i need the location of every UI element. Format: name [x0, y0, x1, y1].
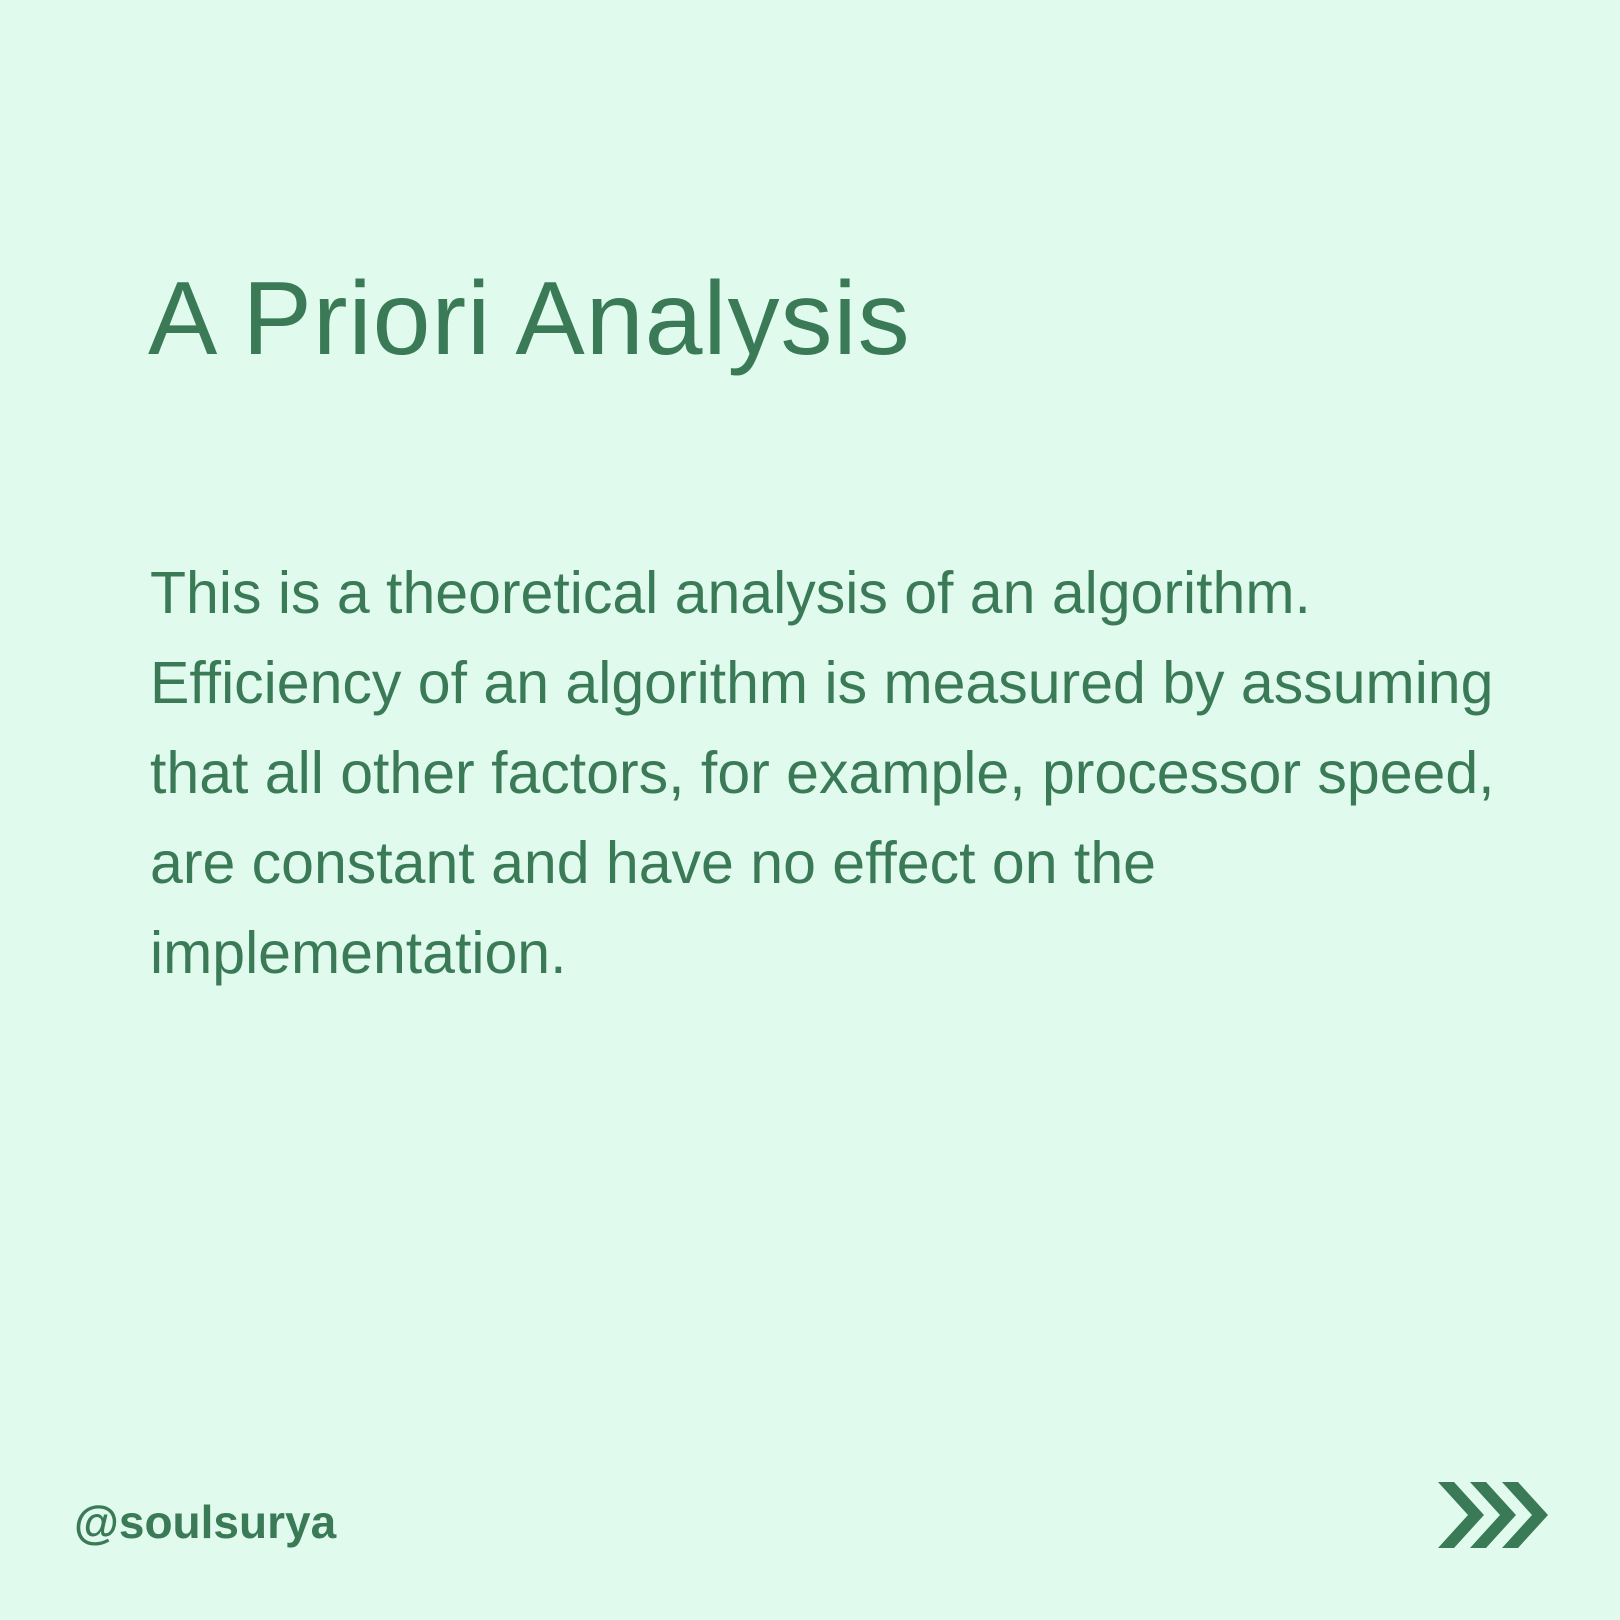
chevron-right-icon — [1470, 1482, 1516, 1548]
slide-body-text: This is a theoretical analysis of an alg… — [150, 560, 1495, 986]
author-handle: @soulsurya — [74, 1496, 337, 1548]
next-chevrons-icon[interactable] — [1438, 1482, 1548, 1548]
chevron-right-icon — [1502, 1482, 1548, 1548]
chevron-right-icon — [1438, 1482, 1484, 1548]
slide-title: A Priori Analysis — [148, 261, 911, 377]
